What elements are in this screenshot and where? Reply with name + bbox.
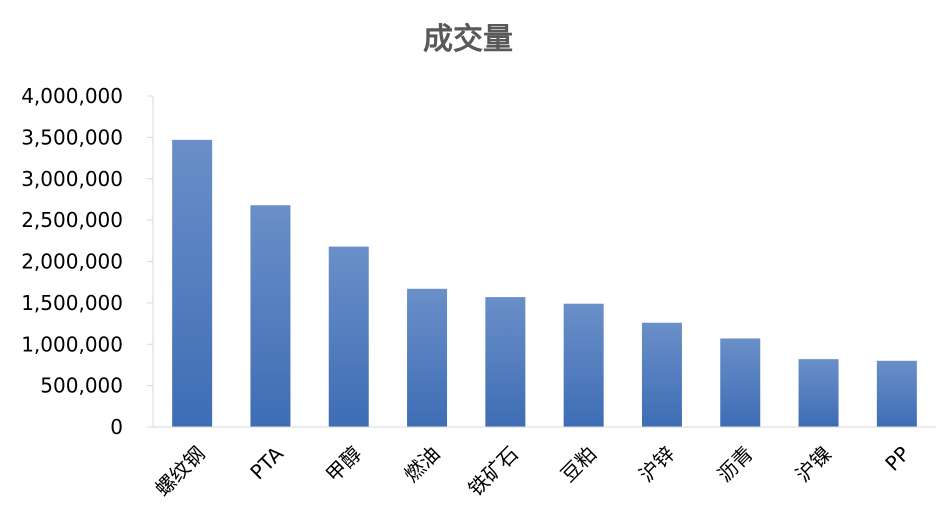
x-axis: 螺纹钢 PTA 甲醇 燃油 铁矿石 豆粕 沪锌 沥青 沪镍 PP <box>150 426 936 501</box>
x-tick-label: 燃油 <box>399 442 444 487</box>
x-tick-label: 铁矿石 <box>463 442 522 501</box>
bar <box>328 246 369 427</box>
y-tick-label: 3,500,000 <box>21 125 123 149</box>
bar <box>720 338 761 427</box>
bar <box>250 205 291 427</box>
y-axis: 0 500,000 1,000,000 1,500,000 2,000,000 2,500… <box>21 84 154 439</box>
y-tick-label: 2,000,000 <box>21 250 123 274</box>
x-tick-label: 甲醇 <box>321 442 366 487</box>
bar <box>798 359 839 427</box>
bar <box>172 139 213 428</box>
x-tick-label: PTA <box>245 441 288 484</box>
x-tick-label: 沪锌 <box>634 442 679 487</box>
x-tick-label: 沥青 <box>713 442 758 487</box>
y-tick-label: 4,000,000 <box>21 84 123 108</box>
y-tick-label: 2,500,000 <box>21 208 123 232</box>
y-tick-label: 1,000,000 <box>21 332 123 356</box>
chart-title: 成交量 <box>423 22 513 57</box>
y-tick-label: 500,000 <box>40 374 123 398</box>
bar <box>876 360 917 427</box>
y-tick-label: 3,000,000 <box>21 167 123 191</box>
bar <box>407 288 448 427</box>
bar <box>641 322 682 427</box>
bar <box>485 297 526 427</box>
x-tick-label: PP <box>880 442 914 476</box>
y-tick-label: 0 <box>110 415 123 439</box>
x-tick-label: 沪镍 <box>791 442 836 487</box>
y-tick-label: 1,500,000 <box>21 291 123 315</box>
x-tick-label: 豆粕 <box>556 442 601 487</box>
bars <box>172 139 917 428</box>
x-tick-label: 螺纹钢 <box>150 442 209 501</box>
bar <box>563 303 604 427</box>
